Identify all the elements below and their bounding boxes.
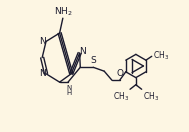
Text: CH$_3$: CH$_3$ — [113, 91, 129, 103]
Text: N
H: N H — [66, 85, 71, 96]
Text: N: N — [40, 69, 46, 78]
Text: CH$_3$: CH$_3$ — [153, 49, 169, 62]
Text: S: S — [90, 56, 96, 65]
Text: CH$_3$: CH$_3$ — [143, 91, 159, 103]
Text: O: O — [116, 69, 123, 78]
Text: N: N — [79, 47, 86, 56]
Text: NH$_2$: NH$_2$ — [53, 6, 72, 18]
Text: N: N — [40, 37, 46, 46]
